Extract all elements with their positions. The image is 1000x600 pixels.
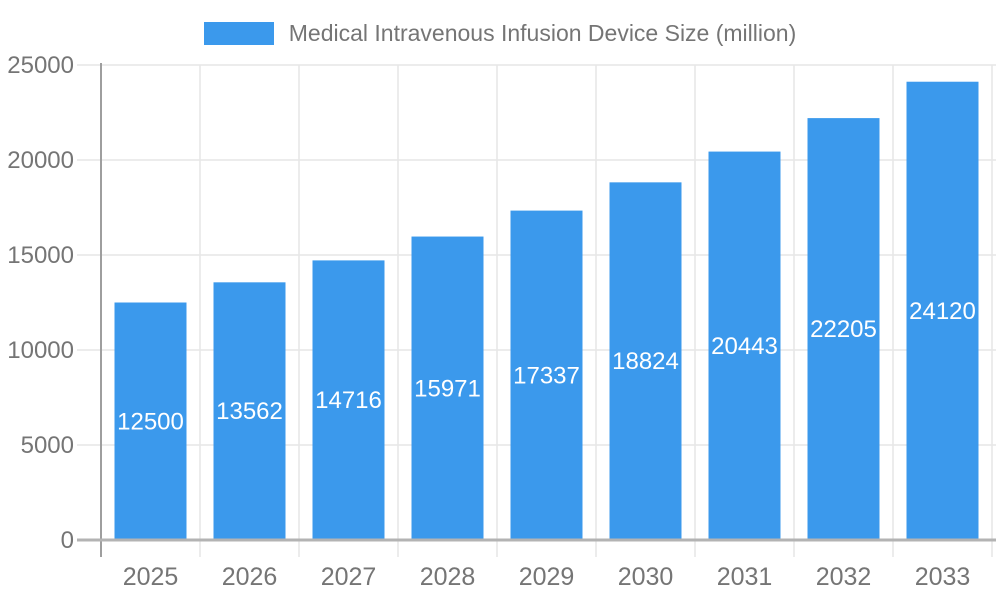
bar-value-label: 15971 — [414, 375, 481, 402]
bar-value-label: 14716 — [315, 387, 382, 414]
bar-2031[interactable] — [708, 151, 781, 540]
bar-2027[interactable] — [312, 260, 385, 540]
bar-value-label: 13562 — [216, 398, 283, 425]
y-tick-label: 15000 — [7, 242, 74, 269]
x-tick-label: 2028 — [420, 563, 476, 591]
x-tick-label: 2030 — [618, 563, 674, 591]
bar-value-label: 17337 — [513, 362, 580, 389]
bar-2029[interactable] — [510, 210, 583, 541]
x-tick-label: 2033 — [915, 563, 971, 591]
y-tick-label: 20000 — [7, 147, 74, 174]
y-tick-label: 10000 — [7, 337, 74, 364]
x-tick-label: 2025 — [123, 563, 179, 591]
x-tick-label: 2031 — [717, 563, 773, 591]
y-tick-label: 25000 — [7, 52, 74, 79]
bar-value-label: 24120 — [909, 298, 976, 325]
x-tick-label: 2032 — [816, 563, 872, 591]
y-tick-label: 5000 — [21, 432, 74, 459]
chart-legend: Medical Intravenous Infusion Device Size… — [0, 20, 1000, 46]
legend-swatch — [203, 21, 274, 45]
bar-2032[interactable] — [807, 118, 880, 540]
bar-value-label: 22205 — [810, 316, 877, 343]
bar-value-label: 18824 — [612, 348, 679, 375]
bar-value-label: 12500 — [117, 408, 184, 435]
x-tick-label: 2026 — [222, 563, 278, 591]
bar-2028[interactable] — [411, 236, 484, 540]
bar-2025[interactable] — [114, 302, 187, 541]
x-tick-label: 2029 — [519, 563, 575, 591]
bar-2033[interactable] — [906, 81, 979, 540]
legend-label: Medical Intravenous Infusion Device Size… — [288, 20, 797, 46]
bar-2030[interactable] — [609, 182, 682, 540]
y-tick-label: 0 — [61, 527, 74, 554]
x-tick-label: 2027 — [321, 563, 377, 591]
bar-2026[interactable] — [213, 282, 286, 540]
bar-value-label: 20443 — [711, 333, 778, 360]
